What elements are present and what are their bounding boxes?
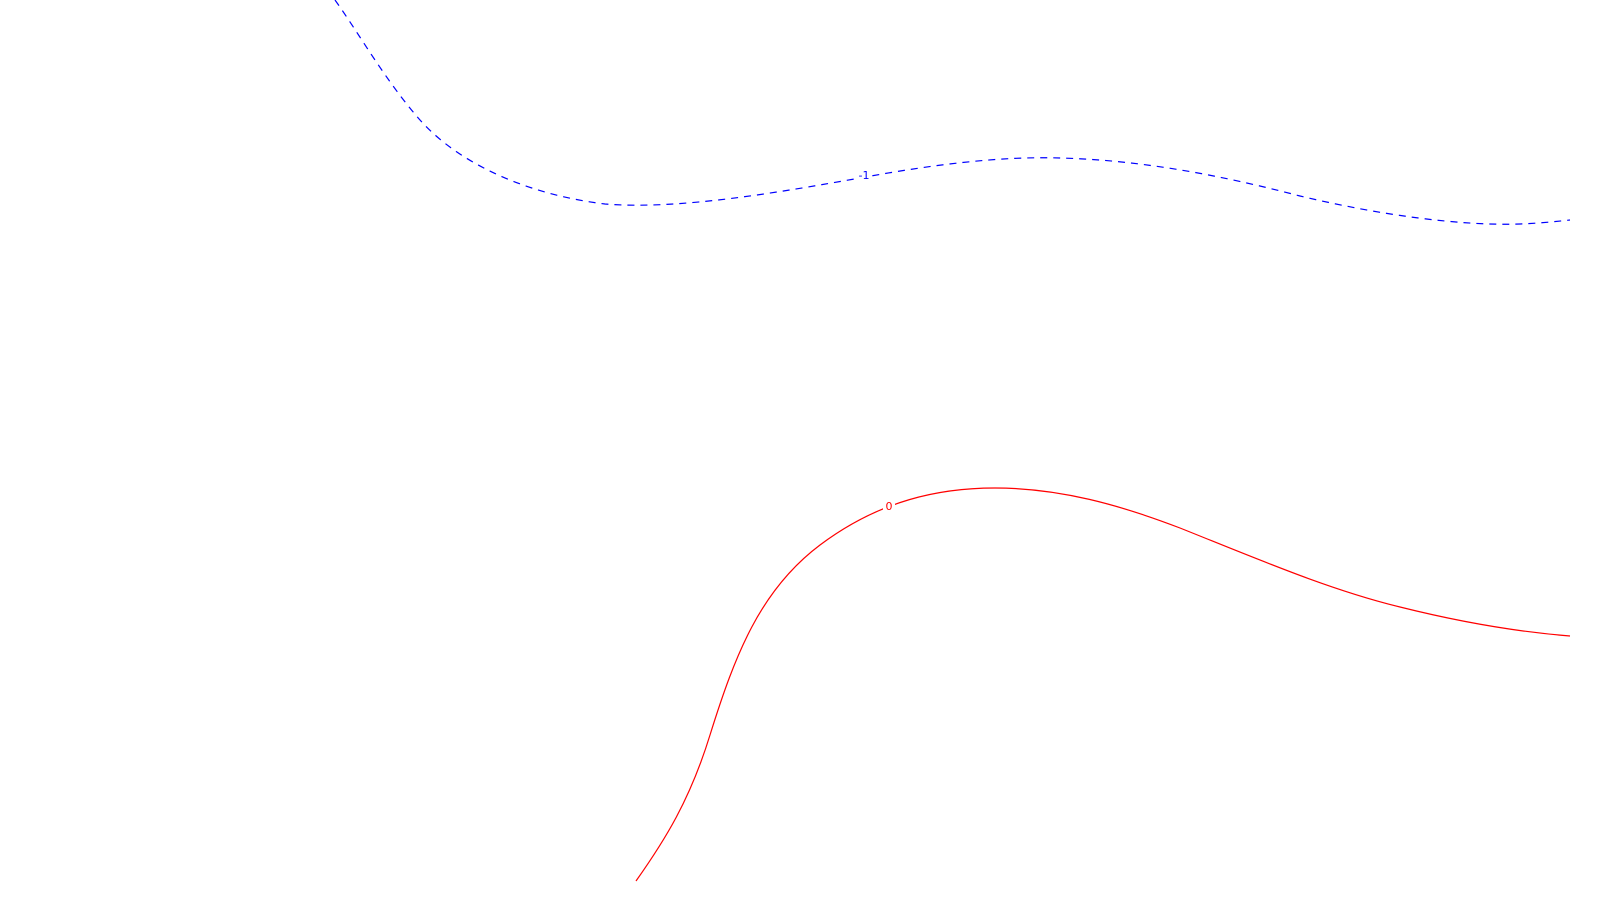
contour-line-minus-1: [334, 0, 1571, 225]
contour-label-minus-1-bg: [856, 168, 872, 182]
contour-label-zero: 0: [886, 500, 893, 513]
contour-line-zero: [635, 487, 1571, 882]
contour-label-zero-bg: [883, 500, 895, 514]
contour-label-minus-1: -1: [859, 169, 870, 182]
